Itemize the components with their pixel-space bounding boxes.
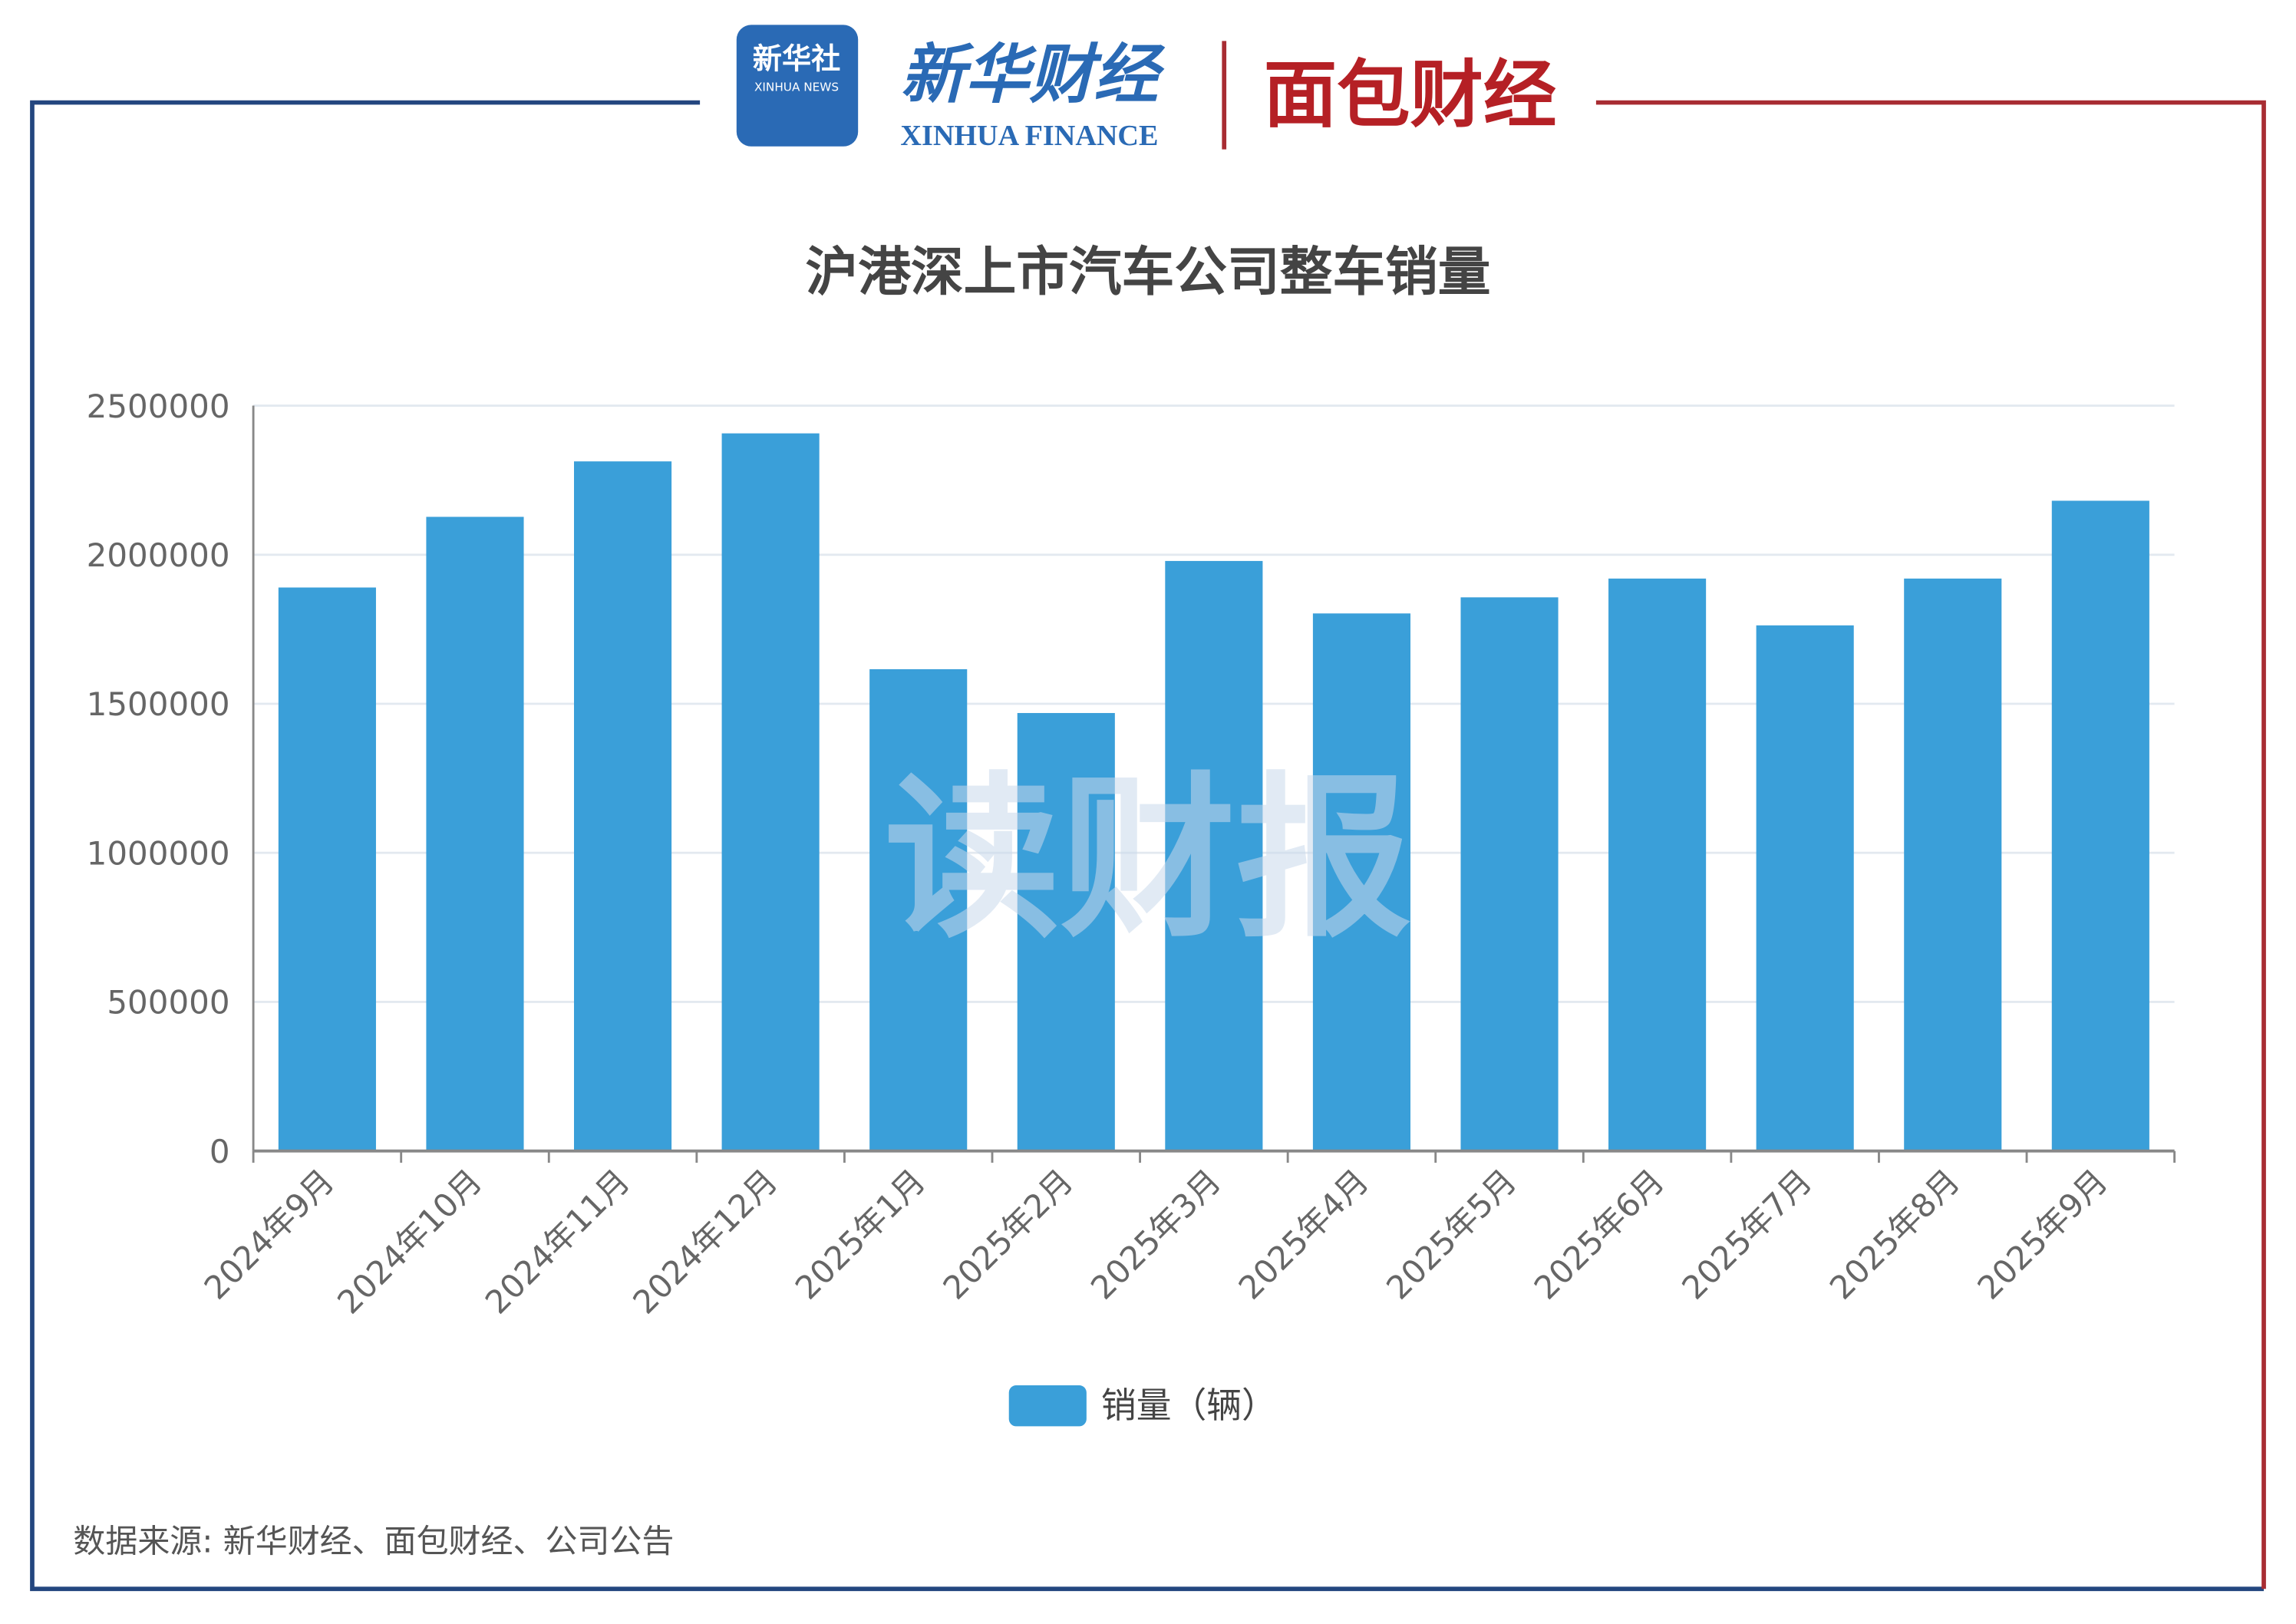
bar <box>2051 500 2149 1151</box>
bar <box>1608 578 1707 1151</box>
y-tick-label: 0 <box>209 1133 230 1170</box>
y-tick-label: 1500000 <box>87 685 230 723</box>
watermark: 读财报 <box>885 757 1412 962</box>
bar <box>721 433 820 1151</box>
partner-name: 面包财经 <box>1264 52 1557 137</box>
bar <box>1756 625 1854 1151</box>
agency-name-en: XINHUA NEWS <box>754 80 839 94</box>
legend-swatch <box>1008 1385 1087 1427</box>
y-tick-label: 1000000 <box>87 834 230 872</box>
bar <box>1460 597 1559 1151</box>
bar <box>869 668 968 1151</box>
y-tick-label: 2000000 <box>87 536 230 574</box>
bar <box>426 517 524 1151</box>
brand-name-en: XINHUA FINANCE <box>900 120 1158 152</box>
source-note: 数据来源: 新华财经、面包财经、公司公告 <box>73 1523 674 1560</box>
frame-left <box>30 100 2265 1592</box>
chart-title: 沪港深上市汽车公司整车销量 <box>806 242 1491 303</box>
y-tick-label: 2500000 <box>87 388 230 425</box>
bar <box>278 587 376 1151</box>
bar <box>1017 713 1115 1151</box>
frame-right <box>1595 100 2266 1589</box>
agency-logo <box>736 25 859 147</box>
y-tick-label: 500000 <box>107 984 229 1022</box>
legend-label: 销量（辆） <box>1101 1385 1277 1426</box>
bar <box>574 461 672 1151</box>
bar <box>1904 578 2002 1151</box>
agency-name: 新华社 <box>753 42 840 76</box>
brand-name: 新华财经 <box>901 37 1166 112</box>
bar <box>1165 560 1263 1151</box>
bar <box>1312 613 1410 1151</box>
